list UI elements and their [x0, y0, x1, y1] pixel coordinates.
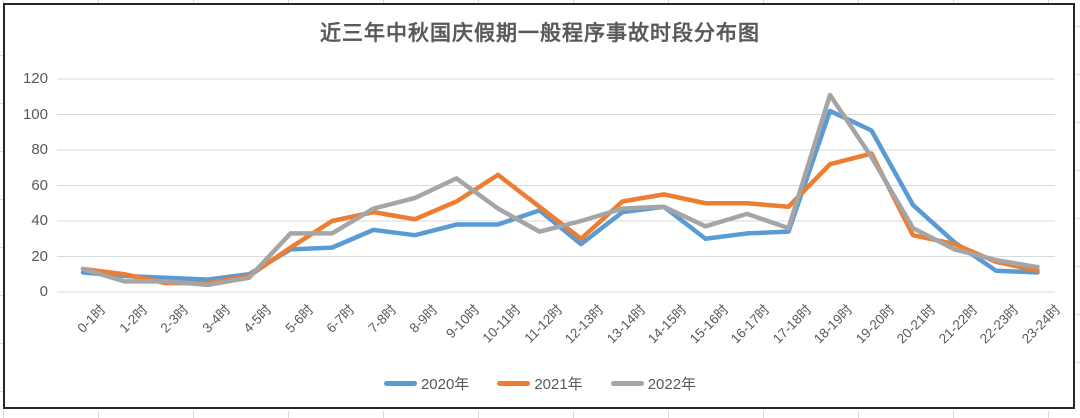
y-tick-label: 0 — [39, 283, 48, 300]
worksheet-row-gridline — [1076, 266, 1080, 267]
worksheet-column-gridline — [288, 411, 289, 418]
worksheet-column-gridline — [858, 411, 859, 418]
worksheet-row-gridline — [0, 55, 4, 56]
legend-line-swatch — [497, 380, 531, 386]
worksheet-row-gridline — [0, 151, 4, 152]
worksheet-column-gridline — [478, 0, 479, 3]
worksheet-column-gridline — [383, 411, 384, 418]
legend-line-swatch — [610, 380, 644, 386]
worksheet-column-gridline — [478, 411, 479, 418]
legend-item-2021年[interactable]: 2021年 — [497, 373, 583, 394]
y-tick-label: 80 — [31, 141, 48, 158]
worksheet-column-gridline — [3, 0, 4, 3]
worksheet-row-gridline — [0, 343, 4, 344]
worksheet-column-gridline — [573, 411, 574, 418]
legend-label: 2020年 — [420, 375, 470, 393]
worksheet-column-gridline — [573, 0, 574, 3]
worksheet-column-gridline — [288, 0, 289, 3]
legend-label: 2022年 — [647, 375, 697, 393]
worksheet-row-gridline — [1076, 314, 1080, 315]
legend-item-2022年[interactable]: 2022年 — [610, 373, 697, 394]
worksheet-row-gridline — [0, 247, 4, 248]
worksheet-column-gridline — [763, 411, 764, 418]
worksheet-column-gridline — [383, 0, 384, 3]
worksheet-row-gridline — [1076, 74, 1080, 75]
worksheet-row-gridline — [0, 103, 4, 104]
legend-item-2020年[interactable]: 2020年 — [383, 373, 470, 394]
worksheet-column-gridline — [668, 0, 669, 3]
y-tick-label: 60 — [31, 176, 48, 194]
worksheet-row-gridline — [1076, 122, 1080, 123]
y-tick-label: 100 — [22, 105, 48, 123]
worksheet-column-gridline — [858, 0, 859, 3]
worksheet-column-gridline — [763, 0, 764, 3]
worksheet-column-gridline — [953, 411, 954, 418]
worksheet-column-gridline — [3, 411, 4, 418]
worksheet-row-gridline — [1076, 170, 1080, 171]
worksheet-row-gridline — [0, 199, 4, 200]
y-tick-label: 20 — [31, 247, 48, 265]
worksheet-row-gridline — [0, 295, 4, 296]
series-line-2022年[interactable] — [80, 92, 1040, 288]
worksheet-column-gridline — [1048, 411, 1049, 418]
legend-label: 2021年 — [534, 375, 583, 393]
worksheet-column-gridline — [1048, 0, 1049, 3]
worksheet-row-gridline — [1076, 218, 1080, 219]
worksheet-row-gridline — [1076, 26, 1080, 27]
legend-line-swatch — [383, 380, 417, 386]
worksheet-row-gridline — [1076, 362, 1080, 363]
worksheet-column-gridline — [193, 0, 194, 3]
worksheet-column-gridline — [193, 411, 194, 418]
worksheet-column-gridline — [98, 411, 99, 418]
worksheet-column-gridline — [953, 0, 954, 3]
chart-frame[interactable] — [3, 3, 1075, 409]
chart-legend: 2020年 2021年 2022年 — [0, 371, 1080, 395]
chart-title[interactable]: 近三年中秋国庆假期一般程序事故时段分布图 — [320, 22, 760, 45]
y-tick-label: 120 — [22, 70, 48, 87]
worksheet-column-gridline — [668, 411, 669, 418]
y-tick-label: 40 — [31, 212, 48, 229]
worksheet-row-gridline — [0, 391, 4, 392]
worksheet-column-gridline — [98, 0, 99, 3]
